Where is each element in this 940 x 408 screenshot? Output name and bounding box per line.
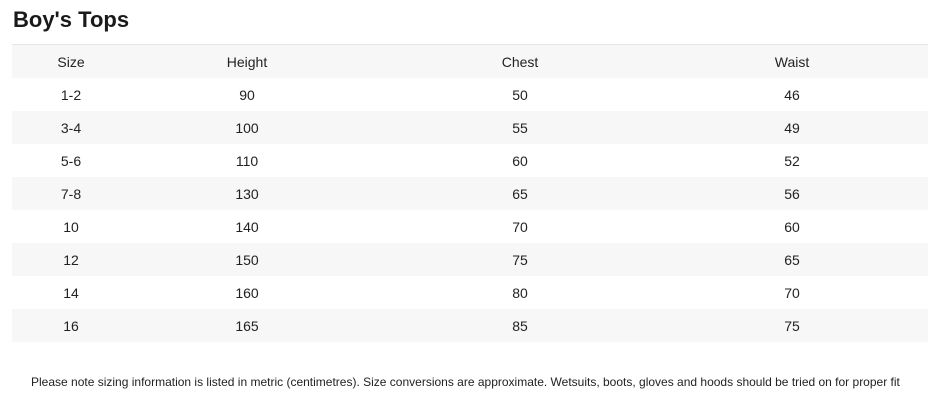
- cell-chest: 50: [512, 86, 528, 103]
- cell-chest: 55: [512, 119, 528, 136]
- cell-height: 110: [235, 152, 259, 169]
- cell-chest: 85: [512, 317, 528, 334]
- cell-waist: 56: [784, 185, 800, 202]
- table-row: 3-4 100 55 49: [12, 111, 928, 144]
- table-row: 16 165 85 75: [12, 309, 928, 342]
- cell-size: 3-4: [60, 119, 82, 136]
- cell-chest: 60: [512, 152, 528, 169]
- cell-size: 5-6: [60, 152, 82, 169]
- cell-height: 160: [235, 284, 259, 301]
- cell-waist: 65: [784, 251, 800, 268]
- cell-size: 1-2: [60, 86, 82, 103]
- cell-chest: 80: [512, 284, 528, 301]
- cell-height: 90: [239, 86, 255, 103]
- table-row: 1-2 90 50 46: [12, 78, 928, 111]
- table-header-row: Size Height Chest Waist: [12, 45, 928, 78]
- size-chart-table: Size Height Chest Waist 1-2 90 50 46 3-4 100 5…: [12, 44, 928, 342]
- cell-chest: 75: [512, 251, 528, 268]
- cell-height: 165: [235, 317, 259, 334]
- cell-waist: 75: [784, 317, 800, 334]
- cell-chest: 70: [512, 218, 528, 235]
- cell-size: 7-8: [60, 185, 82, 202]
- cell-size: 16: [63, 317, 79, 334]
- table-row: 5-6 110 60 52: [12, 144, 928, 177]
- table-row: 10 140 70 60: [12, 210, 928, 243]
- cell-waist: 49: [784, 119, 800, 136]
- page-title: Boy's Tops: [13, 7, 130, 32]
- cell-waist: 46: [784, 86, 800, 103]
- header-waist: Waist: [774, 53, 810, 70]
- cell-waist: 60: [784, 218, 800, 235]
- header-height: Height: [226, 53, 268, 70]
- cell-waist: 52: [784, 152, 800, 169]
- cell-height: 130: [235, 185, 259, 202]
- cell-size: 10: [63, 218, 79, 235]
- sizing-note: Please note sizing information is listed…: [31, 375, 900, 389]
- table-row: 14 160 80 70: [12, 276, 928, 309]
- table-row: 12 150 75 65: [12, 243, 928, 276]
- cell-size: 12: [63, 251, 79, 268]
- cell-size: 14: [63, 284, 79, 301]
- cell-chest: 65: [512, 185, 528, 202]
- table-row: 7-8 130 65 56: [12, 177, 928, 210]
- header-chest: Chest: [501, 53, 539, 70]
- cell-height: 150: [235, 251, 259, 268]
- cell-waist: 70: [784, 284, 800, 301]
- cell-height: 140: [235, 218, 259, 235]
- cell-height: 100: [235, 119, 259, 136]
- header-size: Size: [57, 53, 85, 70]
